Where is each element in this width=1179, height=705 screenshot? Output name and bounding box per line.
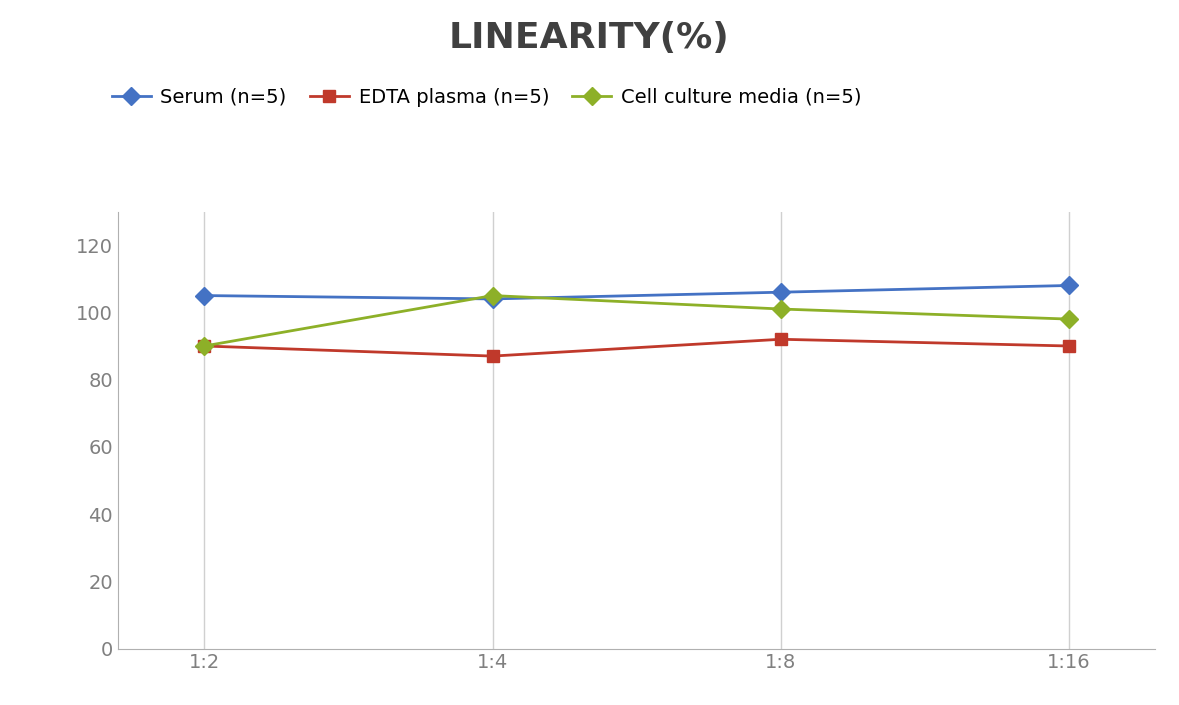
- Line: Cell culture media (n=5): Cell culture media (n=5): [198, 289, 1075, 352]
- Serum (n=5): [486, 295, 500, 303]
- Legend: Serum (n=5), EDTA plasma (n=5), Cell culture media (n=5): Serum (n=5), EDTA plasma (n=5), Cell cul…: [104, 80, 869, 115]
- EDTA plasma (n=5): [486, 352, 500, 360]
- Serum (n=5): [1062, 281, 1076, 290]
- EDTA plasma (n=5): [773, 335, 788, 343]
- Cell culture media (n=5): [486, 291, 500, 300]
- EDTA plasma (n=5): [1062, 342, 1076, 350]
- Cell culture media (n=5): [197, 342, 211, 350]
- Text: LINEARITY(%): LINEARITY(%): [449, 21, 730, 55]
- Line: EDTA plasma (n=5): EDTA plasma (n=5): [198, 333, 1075, 362]
- Line: Serum (n=5): Serum (n=5): [198, 279, 1075, 305]
- Serum (n=5): [773, 288, 788, 296]
- Cell culture media (n=5): [1062, 315, 1076, 324]
- Cell culture media (n=5): [773, 305, 788, 313]
- Serum (n=5): [197, 291, 211, 300]
- EDTA plasma (n=5): [197, 342, 211, 350]
